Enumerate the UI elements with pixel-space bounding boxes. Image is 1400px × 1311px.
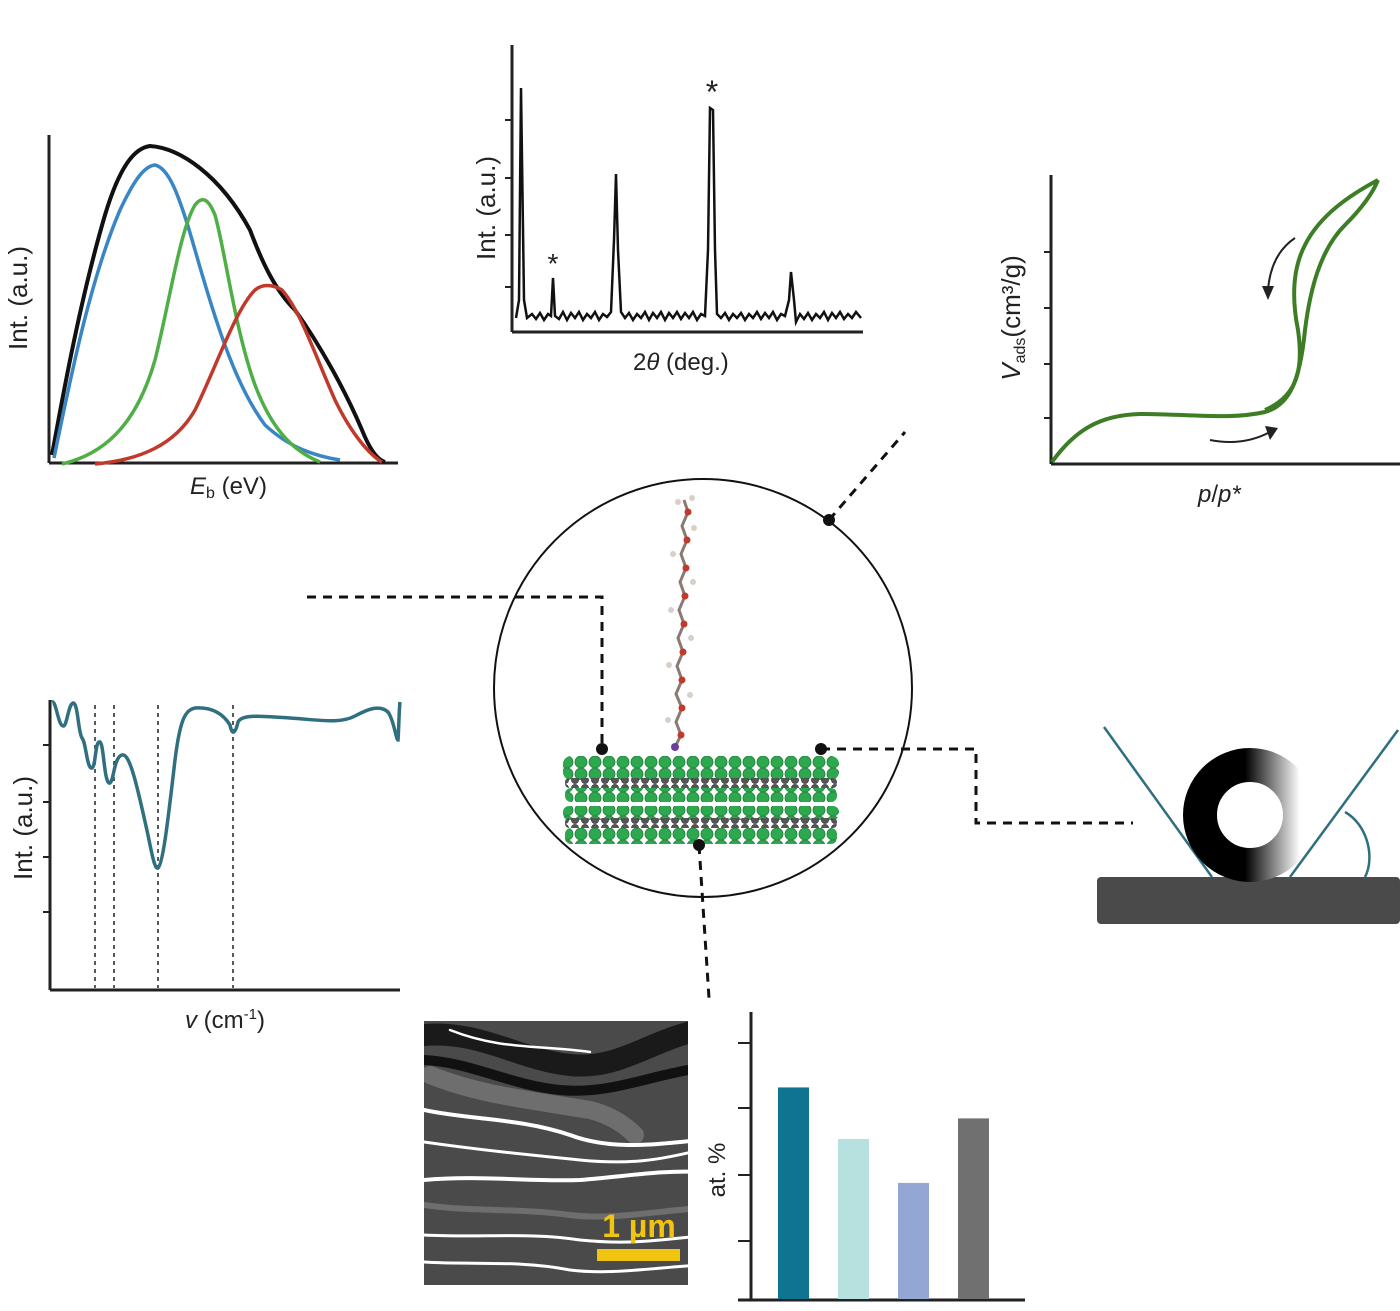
xps-y-label: Int. (a.u.) (3, 246, 33, 350)
tangent-left (1102, 726, 1214, 878)
connector-bet (827, 431, 907, 521)
bet-adsorption-branch (1050, 179, 1380, 464)
xps-component-3 (94, 283, 383, 466)
xps-envelope-curve (50, 143, 386, 464)
xrd-star-small: * (548, 248, 559, 279)
xrd-y-ticks (505, 119, 512, 288)
contact-angle-panel (1097, 726, 1400, 924)
ftir-guide-lines (94, 705, 234, 988)
bet-adsorption-arrow (1209, 431, 1271, 443)
molecule-chain (665, 495, 697, 751)
xrd-panel: * * Int. (a.u.) 2θ (deg.) (471, 45, 863, 376)
eds-panel: at. % (704, 1012, 1025, 1302)
bet-y-ticks (1044, 251, 1051, 419)
eds-y-label: at. % (704, 1143, 731, 1198)
sem-image: 1 µm (424, 1021, 688, 1285)
substrate (1097, 877, 1400, 924)
eds-y-ticks (738, 1042, 751, 1242)
xrd-x-label: 2θ (deg.) (633, 349, 729, 376)
bet-x-label: p/p* (1197, 481, 1241, 508)
bet-desorption-arrowhead (1262, 286, 1274, 300)
eds-bars (778, 1087, 989, 1299)
ftir-panel: Int. (a.u.) v (cm-1) (8, 700, 402, 1034)
dashed-connectors (307, 431, 1133, 999)
xps-component-1 (52, 163, 341, 462)
tangent-right (1288, 729, 1400, 878)
ftir-x-label: v (cm-1) (185, 1006, 265, 1034)
ftir-y-label: Int. (a.u.) (8, 776, 38, 880)
xrd-pattern (514, 87, 862, 327)
connector-contact-angle (821, 747, 1133, 825)
bet-adsorption-arrowhead (1265, 426, 1278, 440)
layered-sheets (563, 756, 839, 844)
xrd-star-large: * (706, 74, 718, 110)
xps-panel: Int. (a.u.) Eb (eV) (3, 135, 398, 502)
xps-x-label: Eb (eV) (190, 473, 267, 502)
sem-scale-bar (597, 1249, 680, 1261)
xrd-y-label: Int. (a.u.) (471, 156, 501, 260)
bet-desorption-arrow (1267, 237, 1296, 291)
eds-bar-2 (838, 1139, 869, 1299)
bet-y-label: Vads(cm³/g) (996, 255, 1029, 380)
sem-scale-label: 1 µm (602, 1208, 676, 1244)
central-structure (493, 478, 913, 898)
droplet-ring (1183, 748, 1317, 882)
connector-sem (697, 844, 711, 999)
ftir-spectrum (50, 700, 402, 870)
eds-bar-3 (898, 1182, 929, 1299)
eds-bar-4 (958, 1118, 989, 1299)
bet-desorption-branch (1264, 178, 1379, 412)
ftir-y-ticks (43, 744, 50, 913)
bet-panel: Vads(cm³/g) p/p* (996, 175, 1400, 508)
xps-component-2 (61, 198, 321, 466)
contact-angle-arc (1344, 810, 1371, 878)
eds-bar-1 (778, 1087, 809, 1299)
connector-dot-ftir (596, 743, 608, 755)
connector-ftir (307, 595, 604, 749)
